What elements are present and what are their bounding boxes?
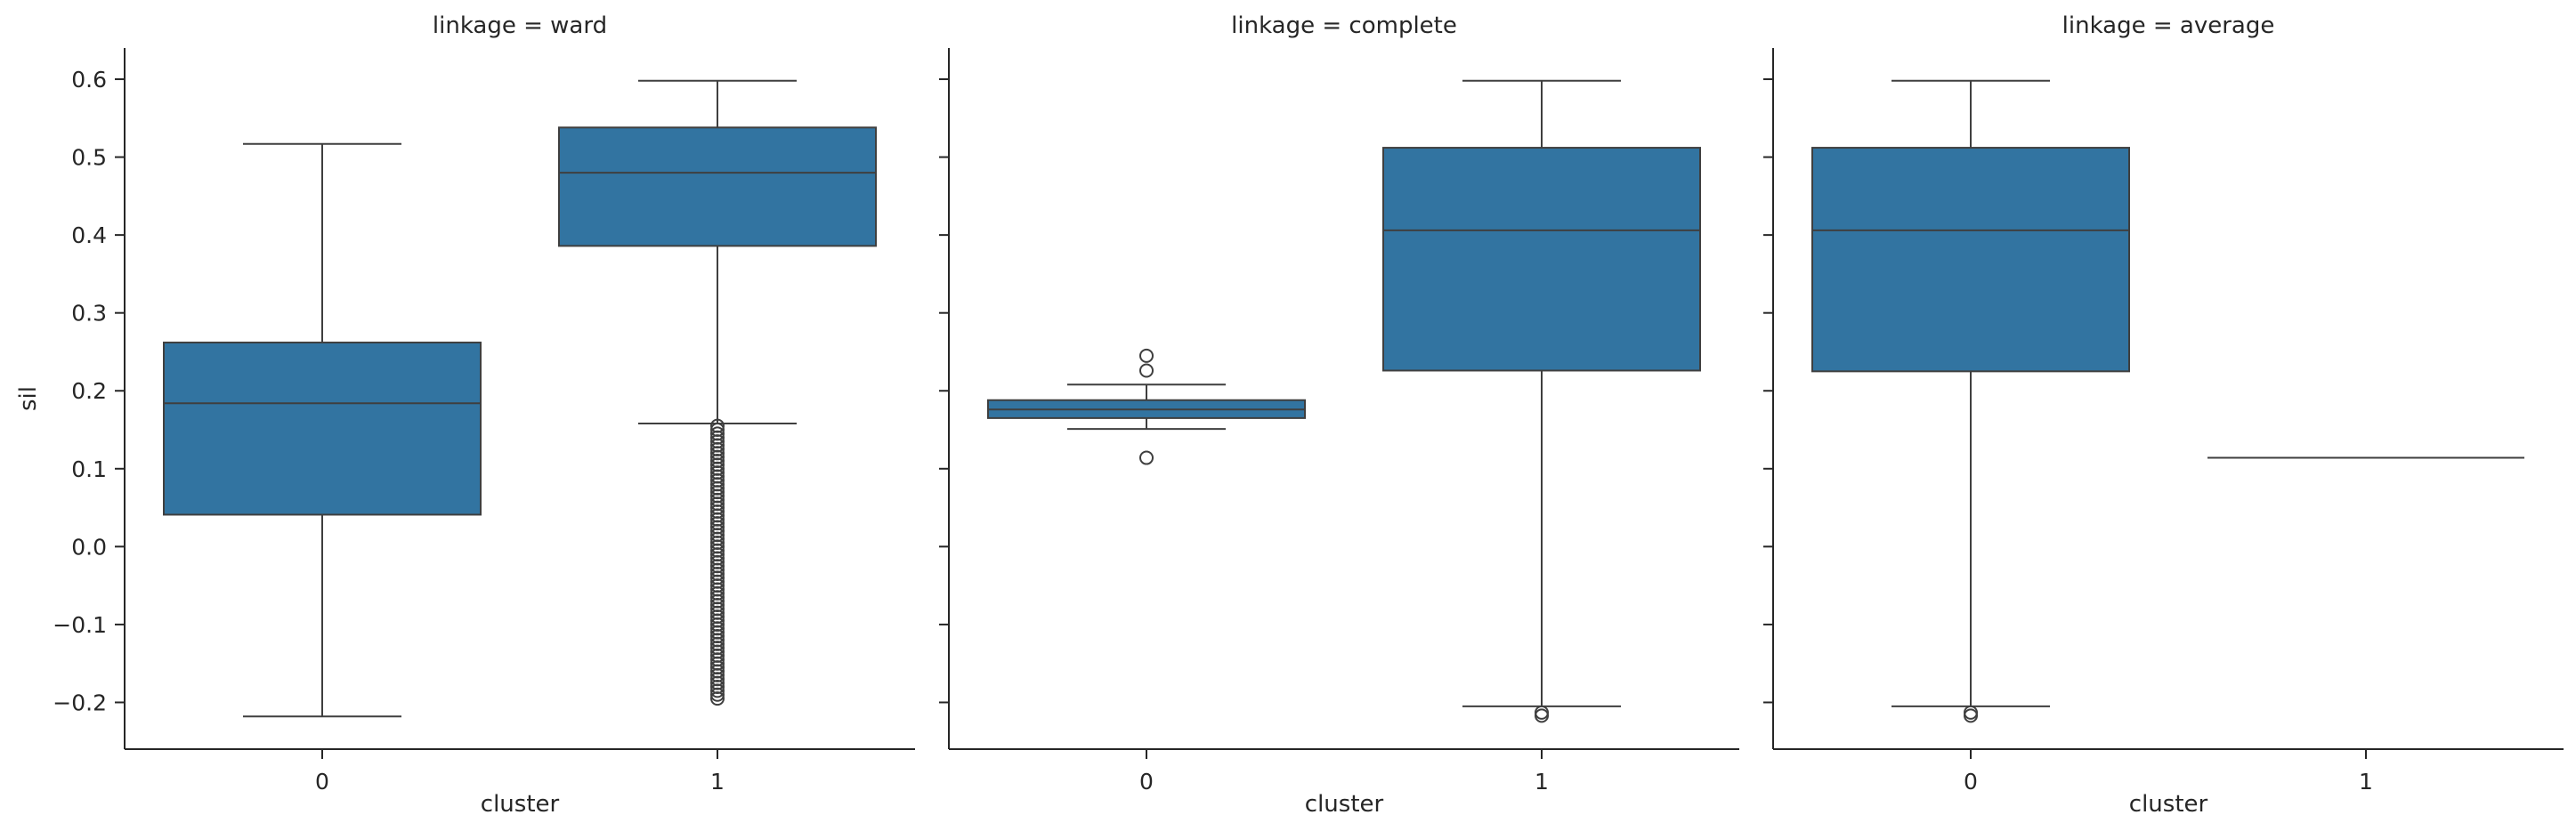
- outlier-point: [1964, 708, 1978, 723]
- box-iqr: [163, 341, 482, 516]
- outlier-point: [1139, 348, 1154, 363]
- y-tick-label: 0.4: [71, 222, 107, 248]
- panel-1: linkage = complete 0 1 cluster: [939, 12, 1739, 818]
- x-tick-label: 1: [2359, 769, 2373, 795]
- box-0: [163, 142, 482, 718]
- y-axis-label: sil: [15, 386, 42, 411]
- box-0: [1811, 79, 2130, 723]
- x-axis-label: cluster: [1305, 791, 1384, 818]
- outlier-point: [1139, 450, 1154, 465]
- outlier-point: [1139, 363, 1154, 378]
- x-tick-label: 1: [710, 769, 725, 795]
- box-0: [987, 348, 1306, 465]
- panel-0: linkage = ward 0.6 0.5 0.4 0.3 0.2 0.1 0.0 −0.1 −…: [53, 12, 915, 818]
- y-tick-label: 0.0: [71, 534, 107, 560]
- x-tick-label: 0: [1139, 769, 1154, 795]
- panel-title: linkage = complete: [1231, 12, 1457, 39]
- x-axis-label: cluster: [2129, 791, 2208, 818]
- panel-title: linkage = ward: [433, 12, 607, 39]
- box-iqr: [1811, 147, 2130, 373]
- outlier-point: [710, 691, 725, 706]
- y-tick-label: 0.3: [71, 301, 107, 327]
- panel-title: linkage = average: [2062, 12, 2275, 39]
- x-axis-label: cluster: [481, 791, 560, 818]
- outlier-point: [710, 683, 725, 698]
- y-tick-label: 0.5: [71, 145, 107, 171]
- box-1: [558, 79, 877, 706]
- x-tick-label: 0: [315, 769, 329, 795]
- outlier-point: [710, 687, 725, 702]
- outlier-point: [1535, 708, 1549, 723]
- x-tick-label: 1: [1535, 769, 1549, 795]
- y-tick-label: 0.1: [71, 456, 107, 482]
- panel-2: linkage = average 0 1 cluster: [1763, 12, 2564, 818]
- y-tick-label: 0.2: [71, 378, 107, 404]
- box-iqr: [558, 126, 877, 247]
- y-tick-label: −0.1: [53, 612, 107, 638]
- y-tick-label: 0.6: [71, 67, 107, 93]
- box-iqr: [1382, 147, 1701, 372]
- y-tick-label: −0.2: [53, 690, 107, 715]
- x-tick-label: 0: [1964, 769, 1978, 795]
- box-1: [1382, 79, 1701, 723]
